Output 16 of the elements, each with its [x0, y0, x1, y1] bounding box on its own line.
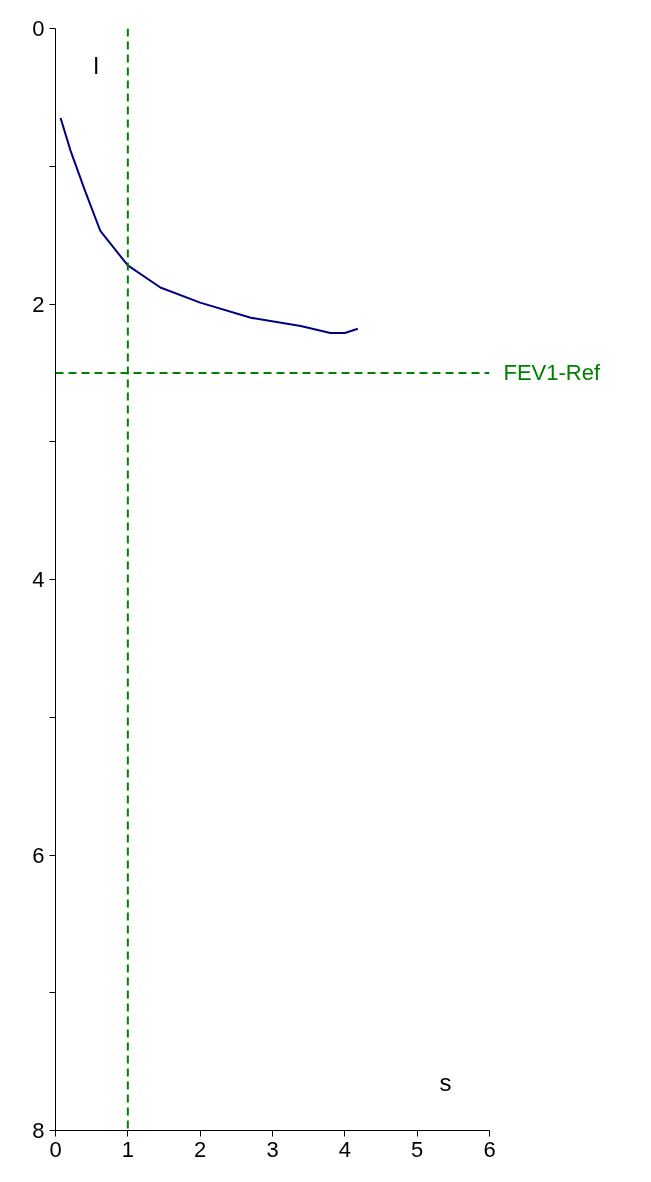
x-tick-label: 5: [411, 1136, 424, 1162]
y-tick-label: 8: [32, 1118, 45, 1143]
y-tick-label: 6: [32, 842, 45, 868]
y-tick-label: 2: [32, 291, 45, 317]
x-tick-label: 2: [194, 1136, 207, 1162]
x-axis-title: s: [439, 1068, 452, 1096]
y-tick-label: 4: [32, 567, 45, 592]
line-series: [59, 117, 359, 334]
x-tick-label: 1: [121, 1136, 134, 1162]
y-tick-label: 0: [32, 16, 45, 41]
ref-line-label: FEV1-Ref: [503, 360, 601, 386]
x-tick-label: 4: [338, 1136, 351, 1162]
x-tick-label: 3: [266, 1136, 279, 1162]
x-tick-label: 6: [483, 1136, 496, 1162]
y-axis-title: l: [93, 51, 99, 79]
x-tick-label: 0: [49, 1136, 62, 1162]
